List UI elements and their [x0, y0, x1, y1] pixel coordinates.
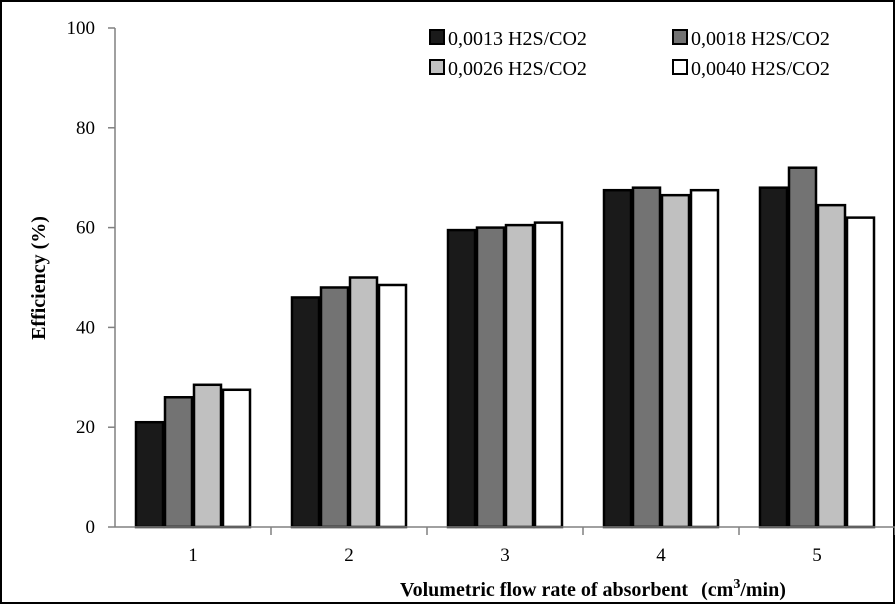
- bar: [504, 223, 535, 529]
- legend-swatch: [429, 29, 445, 45]
- legend-swatch: [672, 59, 688, 75]
- bar: [290, 296, 321, 529]
- legend-swatch: [429, 59, 445, 75]
- bar: [134, 420, 165, 529]
- y-tick-label: 0: [86, 517, 96, 538]
- bar: [533, 221, 564, 529]
- legend-swatch: [672, 29, 688, 45]
- x-axis-title-main: Volumetric flow rate of absorbent: [400, 579, 688, 601]
- bar: [758, 186, 789, 529]
- legend-label: 0,0026 H2S/CO2: [448, 58, 587, 80]
- x-tick-label: 1: [188, 545, 198, 566]
- bar: [221, 388, 252, 529]
- bar: [163, 396, 194, 529]
- bar: [816, 203, 847, 529]
- y-tick-label: 60: [76, 218, 95, 239]
- bars: [134, 166, 876, 529]
- x-tick-label: 3: [500, 545, 510, 566]
- y-tick-label: 100: [67, 18, 96, 39]
- legend-label: 0,0018 H2S/CO2: [691, 28, 830, 50]
- legend-label: 0,0013 H2S/CO2: [448, 28, 587, 50]
- x-tick-label: 2: [344, 545, 354, 566]
- legend-label: 0,0040 H2S/CO2: [691, 58, 830, 80]
- x-axis-ticks: 1 2 3 4 5: [188, 527, 895, 566]
- x-tick-label: 5: [812, 545, 822, 566]
- bar: [319, 286, 350, 529]
- bar: [631, 186, 662, 529]
- x-axis-title: Volumetric flow rate of absorbent (cm3/m…: [400, 577, 786, 601]
- bar: [446, 228, 477, 529]
- x-tick-label: 4: [656, 545, 666, 566]
- bar: [348, 276, 379, 529]
- bar: [787, 166, 818, 529]
- y-axis-title: Efficiency (%): [28, 216, 50, 340]
- legend: 0,0013 H2S/CO2 0,0018 H2S/CO2 0,0026 H2S/C…: [429, 28, 830, 80]
- bar: [660, 193, 691, 529]
- bar: [192, 383, 223, 529]
- x-axis-title-unit-suffix: /min): [739, 579, 786, 601]
- x-axis-title-unit-prefix: (cm: [701, 579, 734, 601]
- y-tick-label: 20: [76, 417, 95, 438]
- bar: [377, 283, 408, 529]
- y-tick-label: 80: [76, 118, 95, 139]
- y-axis-ticks: 0 20 40 60 80 100: [67, 18, 115, 538]
- y-tick-label: 40: [76, 317, 95, 338]
- bar: [845, 216, 876, 529]
- bar: [475, 226, 506, 529]
- x-axis-title-unit-sup: 3: [733, 577, 740, 592]
- bar: [689, 188, 720, 529]
- bar: [602, 188, 633, 529]
